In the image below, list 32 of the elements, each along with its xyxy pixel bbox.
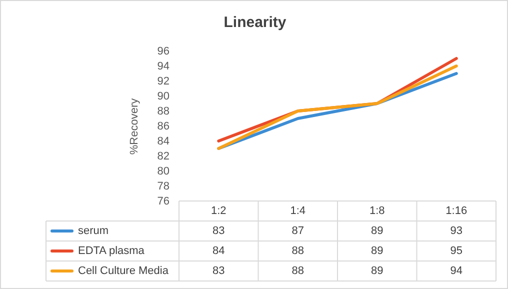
- y-tick-label: 80: [157, 166, 170, 178]
- data-label: 83: [212, 265, 225, 277]
- data-label: 89: [371, 225, 384, 237]
- data-label: 84: [212, 245, 225, 257]
- y-axis-title: %Recovery: [128, 98, 140, 155]
- x-tick-label: 1:16: [446, 205, 468, 217]
- y-tick-label: 84: [157, 136, 170, 148]
- y-tick-label: 90: [157, 90, 170, 102]
- legend-label: Cell Culture Media: [78, 265, 170, 277]
- y-tick-label: 86: [157, 120, 170, 132]
- y-tick-label: 78: [157, 180, 170, 192]
- data-label: 83: [212, 225, 225, 237]
- y-tick-label: 94: [157, 60, 170, 72]
- x-tick-label: 1:2: [210, 205, 226, 217]
- data-label: 87: [292, 225, 304, 237]
- legend-label: EDTA plasma: [78, 245, 146, 257]
- y-tick-label: 88: [157, 106, 170, 118]
- x-tick-label: 1:4: [290, 205, 306, 217]
- x-tick-label: 1:8: [369, 205, 385, 217]
- data-label: 95: [450, 245, 462, 257]
- data-label: 88: [292, 265, 304, 277]
- y-tick-label: 82: [157, 150, 170, 162]
- data-label: 93: [450, 225, 462, 237]
- chart-title: Linearity: [224, 14, 287, 31]
- legend-label: serum: [78, 225, 109, 237]
- data-label: 89: [371, 265, 384, 277]
- y-tick-label: 76: [157, 196, 170, 208]
- data-label: 89: [371, 245, 384, 257]
- data-label: 94: [450, 265, 462, 277]
- y-tick-label: 96: [157, 46, 170, 58]
- y-tick-label: 92: [157, 76, 170, 88]
- data-label: 88: [292, 245, 304, 257]
